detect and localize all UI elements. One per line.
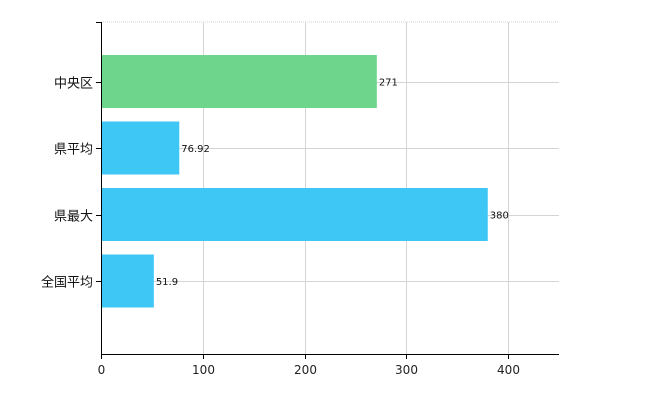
category-label-2: 県最大: [54, 210, 93, 225]
labels-layer: 271 76.92 380 51.9 0 100 200 300 400 中央区県平均県最大全国平…: [41, 77, 520, 378]
bar-3: [101, 254, 154, 308]
x-tick-label-0: 0: [98, 363, 106, 377]
x-tick-label-200: 200: [294, 363, 317, 377]
data-label-0: 271: [379, 78, 398, 89]
data-label-2: 380: [490, 211, 509, 222]
data-label-3: 51.9: [156, 277, 178, 288]
data-label-1: 76.92: [181, 144, 210, 155]
x-tick-label-400: 400: [497, 363, 520, 377]
category-label-3: 全国平均: [41, 275, 93, 291]
category-label-1: 県平均: [54, 143, 93, 158]
bar-1: [101, 121, 180, 175]
bar-2: [101, 188, 488, 241]
bars-layer: [101, 55, 488, 308]
x-tick-label-300: 300: [395, 363, 418, 377]
bar-0: [101, 55, 377, 108]
x-tick-label-100: 100: [192, 363, 215, 377]
category-label-0: 中央区: [54, 77, 93, 92]
axes-layer: [96, 22, 559, 359]
